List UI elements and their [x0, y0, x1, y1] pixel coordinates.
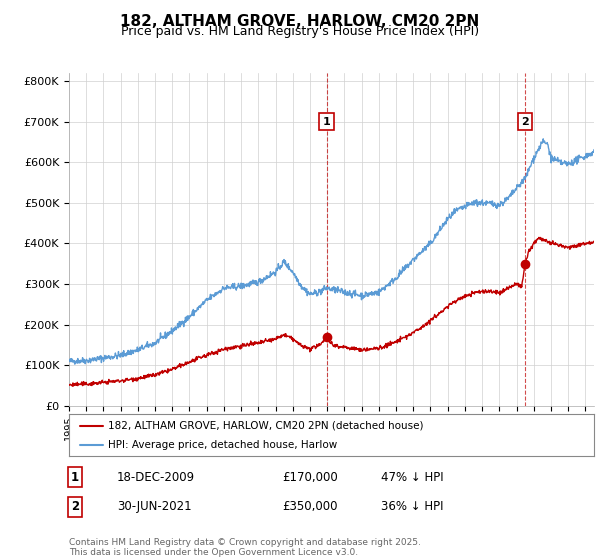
Text: 18-DEC-2009: 18-DEC-2009 — [117, 470, 195, 484]
Text: 182, ALTHAM GROVE, HARLOW, CM20 2PN: 182, ALTHAM GROVE, HARLOW, CM20 2PN — [121, 14, 479, 29]
Text: 2: 2 — [521, 116, 529, 127]
Text: £170,000: £170,000 — [282, 470, 338, 484]
Text: 182, ALTHAM GROVE, HARLOW, CM20 2PN (detached house): 182, ALTHAM GROVE, HARLOW, CM20 2PN (det… — [109, 421, 424, 431]
Text: HPI: Average price, detached house, Harlow: HPI: Average price, detached house, Harl… — [109, 440, 338, 450]
Text: Price paid vs. HM Land Registry's House Price Index (HPI): Price paid vs. HM Land Registry's House … — [121, 25, 479, 38]
Text: 2: 2 — [71, 500, 79, 514]
Text: 1: 1 — [71, 470, 79, 484]
Text: 36% ↓ HPI: 36% ↓ HPI — [381, 500, 443, 514]
Text: 47% ↓ HPI: 47% ↓ HPI — [381, 470, 443, 484]
Text: 1: 1 — [323, 116, 331, 127]
Text: Contains HM Land Registry data © Crown copyright and database right 2025.
This d: Contains HM Land Registry data © Crown c… — [69, 538, 421, 557]
Text: 30-JUN-2021: 30-JUN-2021 — [117, 500, 191, 514]
Text: £350,000: £350,000 — [282, 500, 337, 514]
